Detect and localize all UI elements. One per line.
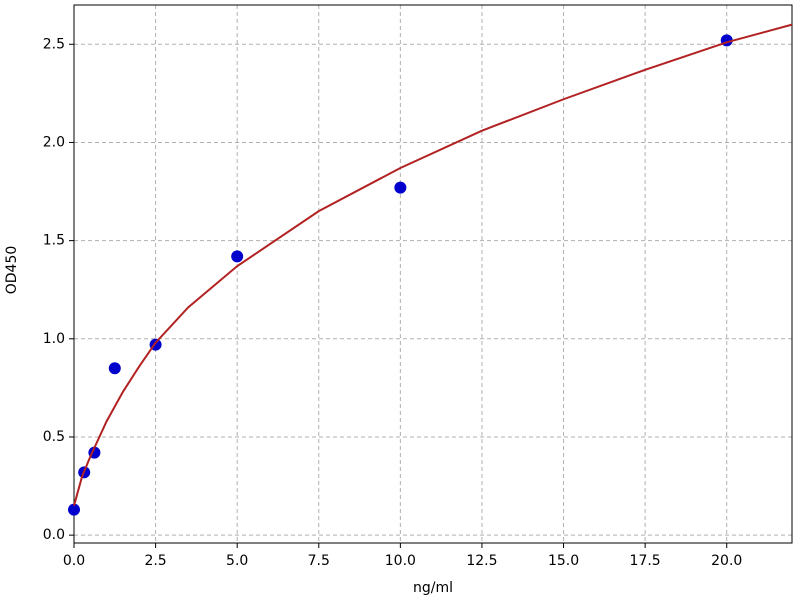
x-tick-label: 5.0 xyxy=(226,553,248,569)
x-tick-label: 12.5 xyxy=(466,553,497,569)
x-tick-label: 0.0 xyxy=(63,553,85,569)
x-tick-label: 2.5 xyxy=(144,553,166,569)
data-point xyxy=(394,181,407,194)
y-tick-label: 0.5 xyxy=(43,429,65,445)
x-tick-label: 15.0 xyxy=(548,553,579,569)
x-tick-label: 20.0 xyxy=(711,553,742,569)
data-point xyxy=(231,250,244,263)
fit-curve xyxy=(73,23,793,506)
x-tick-label: 10.0 xyxy=(385,553,416,569)
x-tick-label: 7.5 xyxy=(308,553,330,569)
y-tick-label: 0.0 xyxy=(43,527,65,543)
plot-frame xyxy=(73,4,793,544)
y-tick-label: 1.0 xyxy=(43,331,65,347)
y-tick-label: 1.5 xyxy=(43,233,65,249)
data-point xyxy=(108,362,121,375)
y-axis-label: OD450 xyxy=(4,246,20,295)
y-tick-label: 2.5 xyxy=(43,36,65,52)
y-tick-label: 2.0 xyxy=(43,134,65,150)
data-point xyxy=(68,503,80,516)
x-tick-label: 17.5 xyxy=(630,553,661,569)
x-axis-label: ng/ml xyxy=(413,580,453,596)
